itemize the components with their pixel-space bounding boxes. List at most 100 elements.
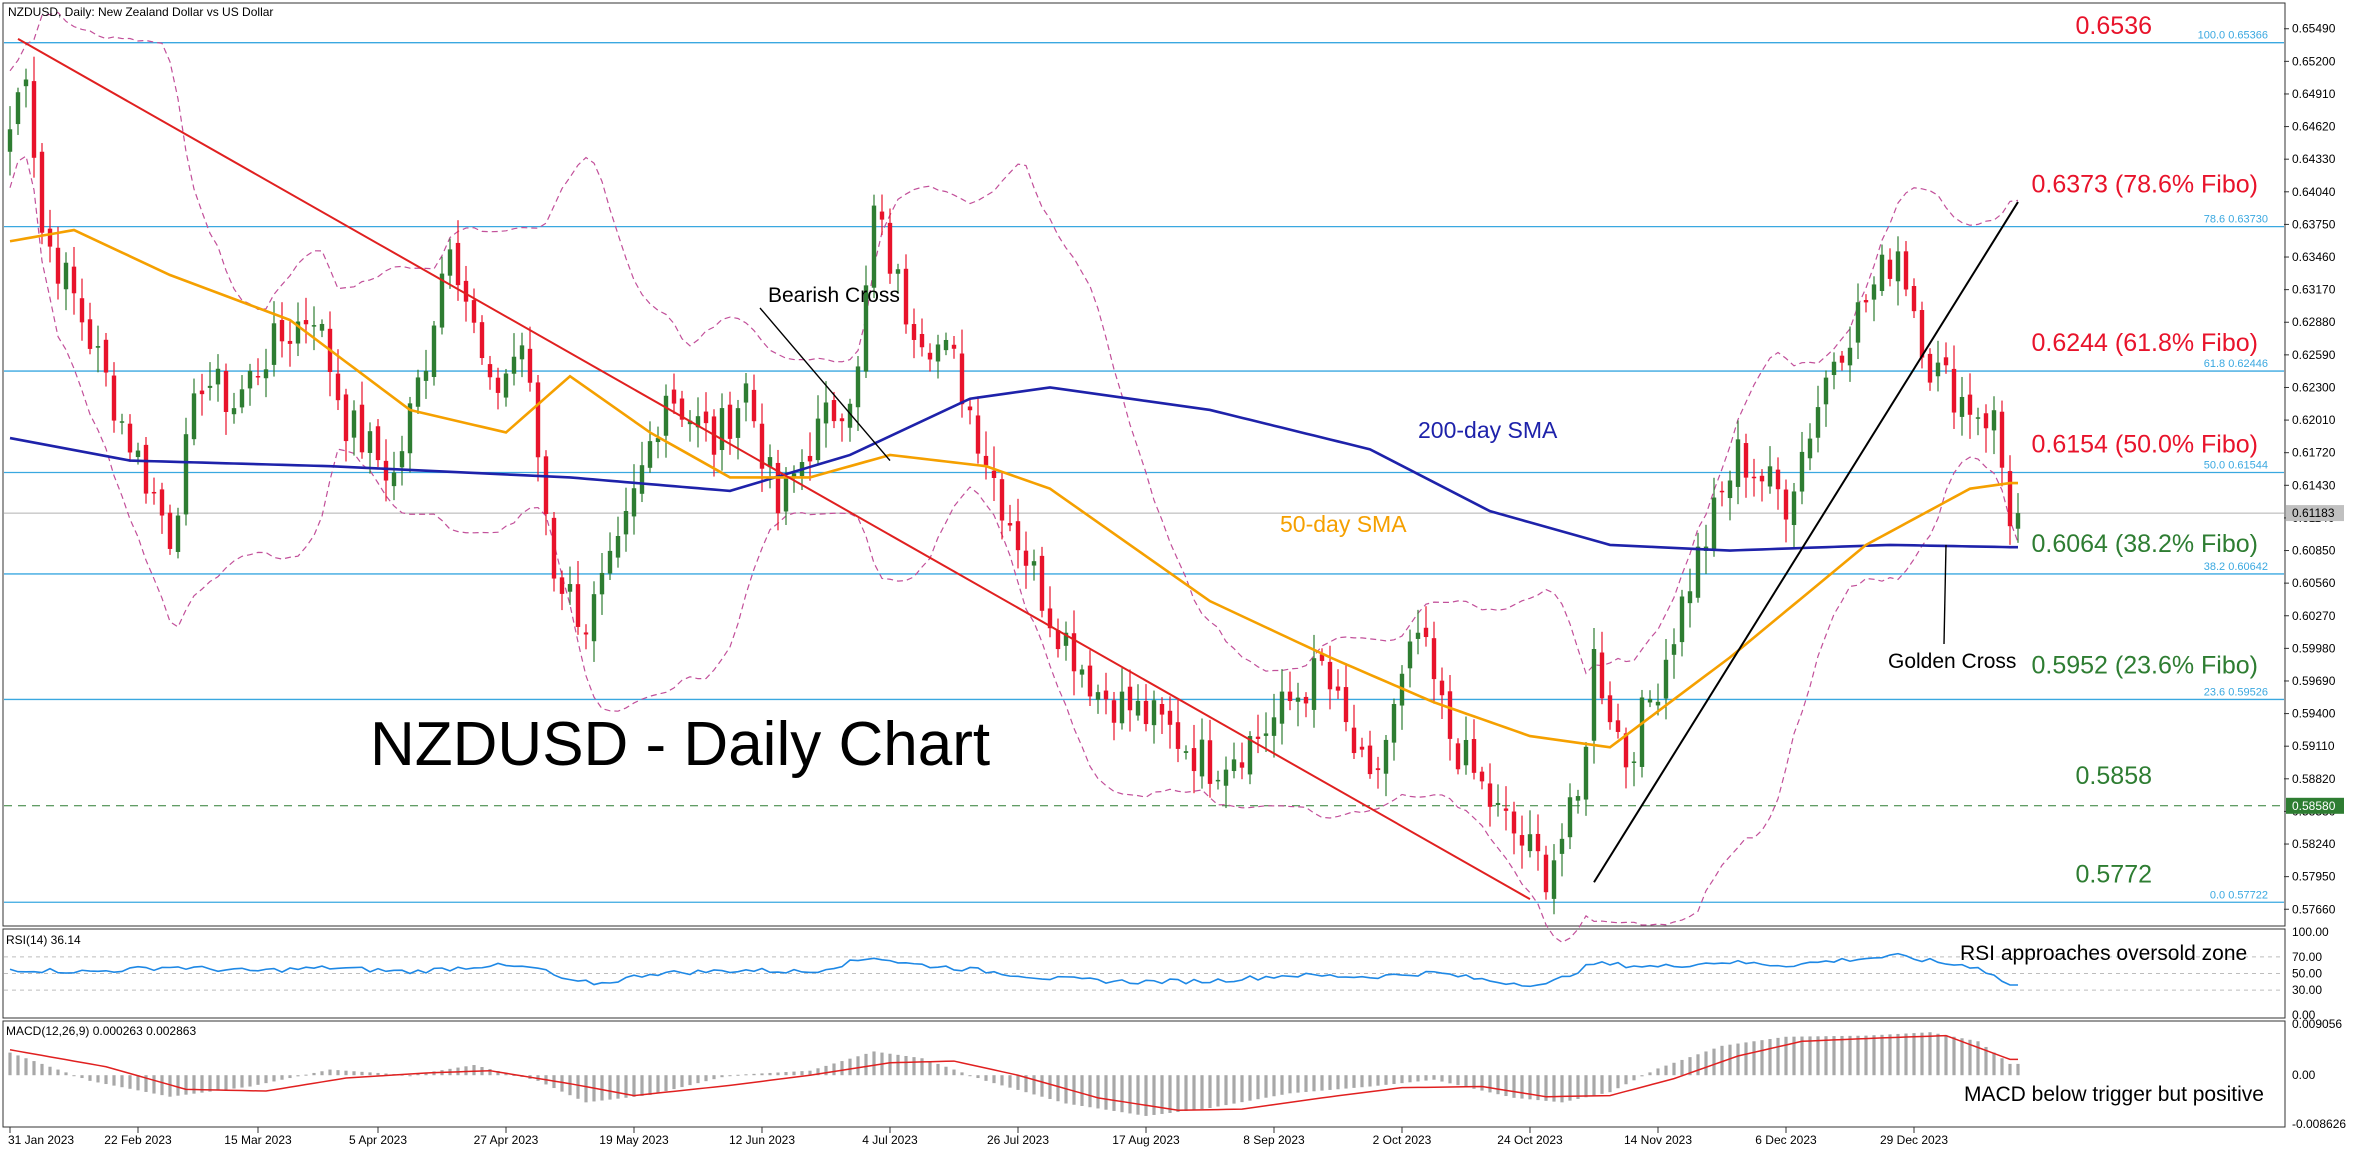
macd-histogram-bar (376, 1072, 380, 1076)
macd-histogram-bar (504, 1072, 508, 1076)
candle-body (743, 383, 749, 403)
candle-body (1895, 251, 1901, 282)
candle-body (1031, 561, 1037, 566)
candle-body (335, 373, 341, 401)
macd-histogram-bar (1360, 1075, 1364, 1088)
macd-histogram-bar (1792, 1036, 1796, 1076)
date-tick-label: 31 Jan 2023 (8, 1133, 74, 1147)
rsi-tick-label: 0.00 (2292, 1008, 2316, 1022)
macd-histogram-bar (1368, 1075, 1372, 1087)
candle-body (1359, 746, 1365, 750)
candle-body (271, 323, 277, 365)
macd-histogram-bar (952, 1069, 956, 1076)
macd-histogram-bar (1888, 1034, 1892, 1076)
date-tick-label: 8 Sep 2023 (1243, 1133, 1305, 1147)
candle-body (1839, 355, 1845, 363)
price-tick-label: 0.59400 (2292, 707, 2336, 721)
macd-histogram-bar (120, 1075, 124, 1088)
candle-body (159, 489, 165, 516)
price-tick-label: 0.65200 (2292, 54, 2336, 68)
candle-body (791, 473, 797, 479)
macd-histogram-bar (752, 1073, 756, 1076)
candle-body (1479, 771, 1485, 782)
macd-histogram-bar (672, 1075, 676, 1090)
price-tick-label: 0.59690 (2292, 674, 2336, 688)
candle-body (1655, 701, 1661, 706)
candle-body (479, 322, 485, 359)
macd-histogram-bar (1784, 1036, 1788, 1076)
macd-histogram-bar (1000, 1075, 1004, 1086)
macd-histogram-bar (1920, 1032, 1924, 1076)
macd-histogram-bar (1072, 1075, 1076, 1105)
candle-body (1807, 438, 1813, 459)
candle-body (239, 389, 245, 408)
candle-body (503, 373, 509, 398)
fib-callout: 0.6154 (50.0% Fibo) (2031, 430, 2258, 458)
macd-histogram-bar (912, 1057, 916, 1076)
macd-histogram-bar (1656, 1068, 1660, 1076)
current-price-box (2286, 505, 2344, 522)
candle-body (783, 476, 789, 512)
candle-body (79, 298, 85, 323)
macd-histogram-bar (1456, 1075, 1460, 1086)
macd-histogram-bar (976, 1075, 980, 1079)
date-tick-label: 22 Feb 2023 (104, 1133, 172, 1147)
candle-body (1183, 751, 1189, 753)
candle-body (1855, 302, 1861, 343)
macd-histogram-bar (184, 1075, 188, 1095)
macd-indicator: 0.009056 0.00 -0.008626 (8, 1017, 2346, 1131)
candle-body (927, 352, 933, 360)
candle-body (103, 339, 109, 373)
candle-body (703, 411, 709, 424)
candle-body (1727, 480, 1733, 499)
date-tick-label: 27 Apr 2023 (474, 1133, 539, 1147)
candle-body (631, 488, 637, 517)
macd-histogram-bar (1544, 1075, 1548, 1101)
candle-body (975, 415, 981, 454)
downtrend-line (17, 37, 1531, 901)
macd-histogram-bar (792, 1071, 796, 1076)
fib-tag: 78.6 0.63730 (2204, 214, 2268, 226)
price-tick-label: 0.64040 (2292, 185, 2336, 199)
macd-histogram-bar (800, 1071, 804, 1076)
macd-histogram-bar (1640, 1075, 1644, 1077)
price-tick-label: 0.63750 (2292, 217, 2336, 231)
candle-body (895, 269, 901, 274)
candle-body (1295, 697, 1301, 702)
macd-histogram-bar (72, 1075, 76, 1077)
macd-histogram-bar (872, 1051, 876, 1076)
macd-histogram-bar (1040, 1075, 1044, 1097)
price-tick-label: 0.64330 (2292, 152, 2336, 166)
macd-histogram-bar (1808, 1036, 1812, 1076)
date-tick-label: 15 Mar 2023 (224, 1133, 292, 1147)
candle-body (1903, 251, 1909, 290)
candle-body (591, 594, 597, 642)
candle-body (95, 346, 101, 348)
price-tick-label: 0.62300 (2292, 380, 2336, 394)
macd-histogram-bar (96, 1075, 100, 1083)
macd-histogram-bar (512, 1074, 516, 1076)
macd-histogram-bar (1008, 1075, 1012, 1088)
candle-body (455, 242, 461, 286)
macd-histogram-bar (1504, 1075, 1508, 1097)
chart-big-title: NZDUSD - Daily Chart (370, 710, 990, 779)
macd-histogram-bar (1352, 1075, 1356, 1088)
candle-body (1407, 641, 1413, 669)
candle-body (367, 431, 373, 453)
macd-histogram-bar (1880, 1034, 1884, 1076)
candle-body (1999, 411, 2005, 468)
macd-tick-label: 0.00 (2292, 1068, 2316, 1082)
price-tick-label: 0.62010 (2292, 413, 2336, 427)
candle-body (439, 273, 445, 328)
macd-histogram-bar (248, 1075, 252, 1087)
date-tick-label: 4 Jul 2023 (862, 1133, 918, 1147)
macd-histogram-bar (1568, 1075, 1572, 1101)
candle-body (1111, 700, 1117, 723)
macd-histogram-bar (808, 1070, 812, 1076)
macd-tick-label: -0.008626 (2292, 1117, 2346, 1131)
macd-histogram-bar (1080, 1075, 1084, 1106)
macd-histogram-bar (1552, 1075, 1556, 1102)
candle-body (1215, 779, 1221, 782)
candle-body (1383, 739, 1389, 774)
macd-histogram-bar (1120, 1075, 1124, 1113)
